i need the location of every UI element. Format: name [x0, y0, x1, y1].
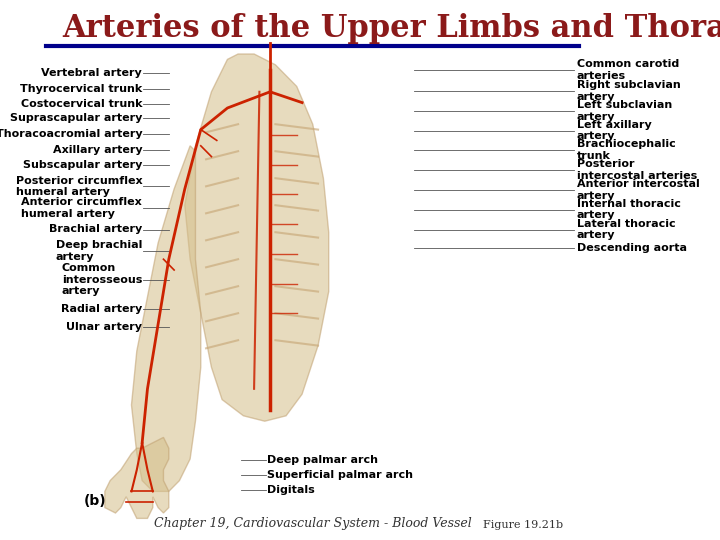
Text: Ulnar artery: Ulnar artery	[66, 322, 142, 332]
Text: Arteries of the Upper Limbs and Thorax: Arteries of the Upper Limbs and Thorax	[62, 14, 720, 44]
Text: Posterior circumflex
humeral artery: Posterior circumflex humeral artery	[16, 176, 142, 197]
Polygon shape	[105, 437, 168, 518]
Polygon shape	[185, 54, 329, 421]
Text: Left subclavian
artery: Left subclavian artery	[577, 100, 672, 122]
Text: Digitals: Digitals	[267, 485, 315, 495]
Text: Anterior intercostal
artery: Anterior intercostal artery	[577, 179, 699, 201]
Text: Descending aorta: Descending aorta	[577, 244, 687, 253]
Text: (b): (b)	[84, 494, 106, 508]
Text: Superficial palmar arch: Superficial palmar arch	[267, 470, 413, 480]
Text: Anterior circumflex
humeral artery: Anterior circumflex humeral artery	[22, 197, 142, 219]
Text: Thoracoacromial artery: Thoracoacromial artery	[0, 129, 142, 139]
Text: Common
interosseous
artery: Common interosseous artery	[62, 263, 142, 296]
Text: Chapter 19, Cardiovascular System - Blood Vessel: Chapter 19, Cardiovascular System - Bloo…	[154, 517, 472, 530]
Polygon shape	[132, 146, 201, 491]
Text: Posterior
intercostal arteries: Posterior intercostal arteries	[577, 159, 697, 181]
Text: Brachial artery: Brachial artery	[49, 225, 142, 234]
Text: Brachiocephalic
trunk: Brachiocephalic trunk	[577, 139, 675, 161]
Text: Lateral thoracic
artery: Lateral thoracic artery	[577, 219, 675, 240]
Text: Deep palmar arch: Deep palmar arch	[267, 455, 379, 465]
Text: Vertebral artery: Vertebral artery	[41, 68, 142, 78]
Text: Left axillary
artery: Left axillary artery	[577, 120, 652, 141]
Text: Deep brachial
artery: Deep brachial artery	[55, 240, 142, 262]
Text: Radial artery: Radial artery	[61, 304, 142, 314]
Text: Right subclavian
artery: Right subclavian artery	[577, 80, 680, 102]
Text: Costocervical trunk: Costocervical trunk	[21, 99, 142, 109]
Text: Internal thoracic
artery: Internal thoracic artery	[577, 199, 680, 220]
Text: Thyrocervical trunk: Thyrocervical trunk	[20, 84, 142, 94]
Text: Axillary artery: Axillary artery	[53, 145, 142, 155]
Text: Figure 19.21b: Figure 19.21b	[483, 520, 563, 530]
Text: Suprascapular artery: Suprascapular artery	[10, 113, 142, 123]
Text: Common carotid
arteries: Common carotid arteries	[577, 59, 679, 81]
Text: Subscapular artery: Subscapular artery	[23, 160, 142, 170]
